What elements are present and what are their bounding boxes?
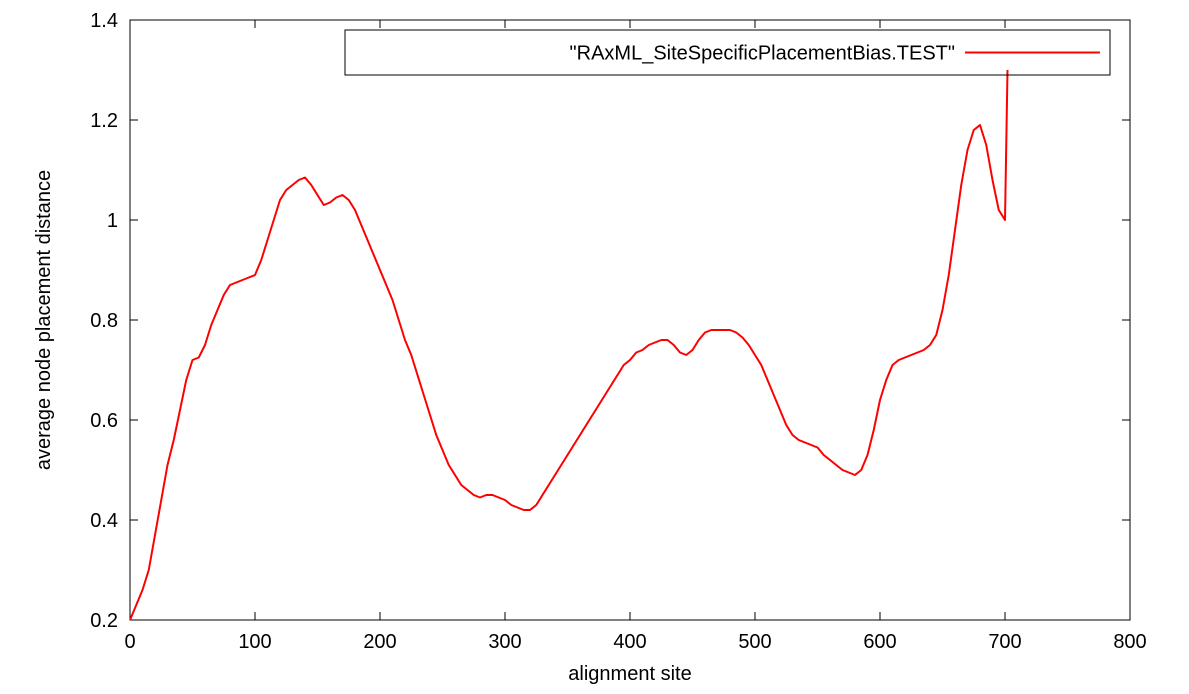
y-axis-label: average node placement distance (33, 170, 55, 470)
x-axis-label: alignment site (568, 663, 691, 685)
xtick-label: 800 (1113, 631, 1146, 653)
ytick-label: 1 (107, 210, 118, 232)
legend-label: "RAxML_SiteSpecificPlacementBias.TEST" (570, 43, 955, 65)
ytick-label: 1.2 (90, 110, 118, 132)
ytick-label: 1.4 (90, 10, 118, 32)
xtick-label: 600 (863, 631, 896, 653)
line-chart: 0 100 200 300 400 500 600 700 800 0.2 0.4 0.6 0.8 1 1.… (0, 0, 1189, 694)
xtick-label: 200 (363, 631, 396, 653)
xtick-label: 400 (613, 631, 646, 653)
ytick-label: 0.2 (90, 610, 118, 632)
xtick-label: 0 (124, 631, 135, 653)
xtick-label: 700 (988, 631, 1021, 653)
ytick-label: 0.6 (90, 410, 118, 432)
ytick-label: 0.8 (90, 310, 118, 332)
plot-border (130, 20, 1130, 620)
xtick-label: 100 (238, 631, 271, 653)
xtick-label: 500 (738, 631, 771, 653)
ytick-label: 0.4 (90, 510, 118, 532)
data-series-line (130, 70, 1008, 620)
chart-container: 0 100 200 300 400 500 600 700 800 0.2 0.4 0.6 0.8 1 1.… (0, 0, 1189, 694)
xtick-label: 300 (488, 631, 521, 653)
